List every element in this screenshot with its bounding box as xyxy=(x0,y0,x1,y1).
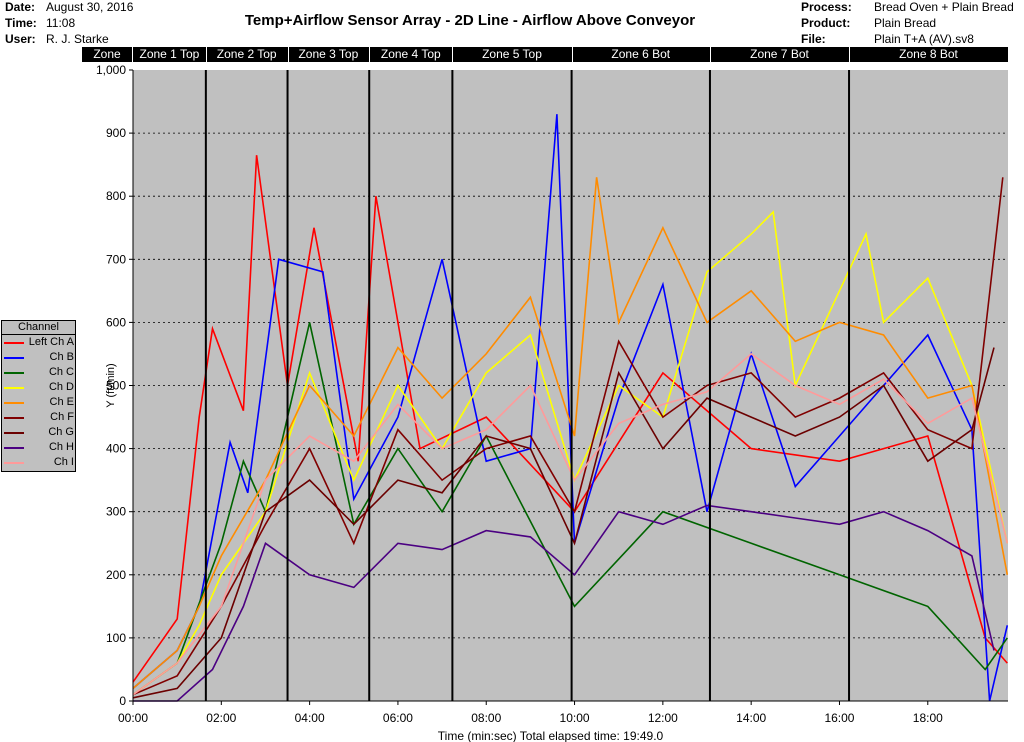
series-line xyxy=(132,352,1009,696)
date-row: Date: August 30, 2016 xyxy=(5,0,133,15)
zone-separator xyxy=(571,47,573,62)
x-axis-label: Time (min:sec) Total elapsed time: 19:49… xyxy=(438,729,664,742)
zone-separator xyxy=(287,47,289,62)
y-tick-label: 500 xyxy=(106,379,126,393)
series-line xyxy=(132,177,1009,690)
file-row: File: xyxy=(801,32,826,47)
x-tick-label: 04:00 xyxy=(295,711,325,725)
product-row: Product: xyxy=(801,16,850,31)
zone-label: Zone 7 Bot xyxy=(750,47,809,61)
legend-title: Channel xyxy=(2,321,75,335)
product-label: Product: xyxy=(801,16,851,30)
zone-separator xyxy=(452,47,454,62)
legend-item: Ch D xyxy=(2,380,75,395)
process-row: Process: xyxy=(801,0,852,15)
legend-item: Ch H xyxy=(2,440,75,455)
y-tick-label: 600 xyxy=(106,315,126,329)
series-line xyxy=(133,504,995,702)
user-row: User: R. J. Starke xyxy=(5,32,109,47)
legend-item: Left Ch A xyxy=(2,335,75,350)
file-label: File: xyxy=(801,32,826,46)
y-tick-label: 900 xyxy=(106,126,126,140)
zone-header-label: Zone xyxy=(93,47,121,61)
product-value: Plain Bread xyxy=(874,16,937,30)
zone-separator xyxy=(709,47,711,62)
user-label: User: xyxy=(5,32,36,46)
y-tick-label: 0 xyxy=(119,694,126,708)
y-tick-label: 800 xyxy=(106,189,126,203)
time-label: Time: xyxy=(5,16,37,30)
legend-swatch xyxy=(4,342,24,344)
legend: Channel Left Ch A Ch B Ch C Ch D Ch E Ch F Ch … xyxy=(1,320,76,472)
x-tick-label: 02:00 xyxy=(206,711,236,725)
legend-label: Ch E xyxy=(49,396,74,408)
legend-swatch xyxy=(4,462,24,464)
legend-item: Ch B xyxy=(2,350,75,365)
y-axis-label: Y (ft/min) xyxy=(105,363,117,407)
legend-label: Ch D xyxy=(48,381,74,393)
legend-label: Ch I xyxy=(53,456,74,468)
legend-swatch xyxy=(4,357,24,359)
y-tick-label: 200 xyxy=(106,568,126,582)
y-tick-label: 300 xyxy=(106,505,126,519)
series-line xyxy=(132,155,1008,683)
file-value: Plain T+A (AV).sv8 xyxy=(874,32,974,46)
x-tick-label: 18:00 xyxy=(913,711,943,725)
legend-label: Ch F xyxy=(50,411,74,423)
process-label: Process: xyxy=(801,0,852,14)
zone-label: Zone 2 Top xyxy=(216,47,277,61)
legend-label: Ch G xyxy=(48,426,74,438)
process-value: Bread Oven + Plain Bread xyxy=(874,0,1014,14)
x-tick-label: 10:00 xyxy=(560,711,590,725)
chart-title: Temp+Airflow Sensor Array - 2D Line - Ai… xyxy=(244,12,696,29)
x-tick-label: 12:00 xyxy=(648,711,678,725)
x-tick-label: 00:00 xyxy=(118,711,148,725)
user-value: R. J. Starke xyxy=(46,32,109,46)
series-line xyxy=(132,177,1004,696)
zone-label: Zone 3 Top xyxy=(298,47,359,61)
zone-bar: Zone Zone 1 Top Zone 2 Top Zone 3 Top Zone 4… xyxy=(82,47,1008,62)
legend-swatch xyxy=(4,447,24,449)
x-tick-label: 16:00 xyxy=(824,711,854,725)
series-line xyxy=(132,347,995,699)
legend-label: Ch B xyxy=(49,351,74,363)
y-tick-label: 100 xyxy=(106,631,126,645)
legend-label: Ch C xyxy=(48,366,74,378)
zone-label: Zone 8 Bot xyxy=(899,47,958,61)
legend-item: Ch C xyxy=(2,365,75,380)
zone-label: Zone 1 Top xyxy=(139,47,200,61)
y-tick-label: 400 xyxy=(106,442,126,456)
legend-label: Ch H xyxy=(48,441,74,453)
legend-item: Ch F xyxy=(2,410,75,425)
time-value: 11:08 xyxy=(46,16,76,30)
legend-swatch xyxy=(4,417,24,419)
zone-separator xyxy=(849,47,851,62)
x-tick-label: 08:00 xyxy=(471,711,501,725)
legend-label: Left Ch A xyxy=(28,336,74,348)
legend-swatch xyxy=(4,402,24,404)
series-line xyxy=(132,210,1009,696)
legend-swatch xyxy=(4,387,24,389)
zone-label: Zone 4 Top xyxy=(380,47,441,61)
date-label: Date: xyxy=(5,0,36,14)
legend-item: Ch G xyxy=(2,425,75,440)
legend-swatch xyxy=(4,432,24,434)
x-tick-label: 06:00 xyxy=(383,711,413,725)
zone-separator xyxy=(205,47,207,62)
zone-separator xyxy=(369,47,371,62)
y-tick-label: 700 xyxy=(106,252,126,266)
zone-label: Zone 5 Top xyxy=(482,47,542,61)
x-tick-label: 14:00 xyxy=(736,711,766,725)
time-row: Time: 11:08 xyxy=(5,16,75,31)
y-tick-label: 1,000 xyxy=(96,63,126,77)
legend-item: Ch I xyxy=(2,455,75,470)
zone-separator xyxy=(132,47,133,62)
series-line xyxy=(132,322,1008,696)
legend-swatch xyxy=(4,372,24,374)
date-value: August 30, 2016 xyxy=(46,0,134,14)
zone-label: Zone 6 Bot xyxy=(611,47,671,61)
legend-item: Ch E xyxy=(2,395,75,410)
